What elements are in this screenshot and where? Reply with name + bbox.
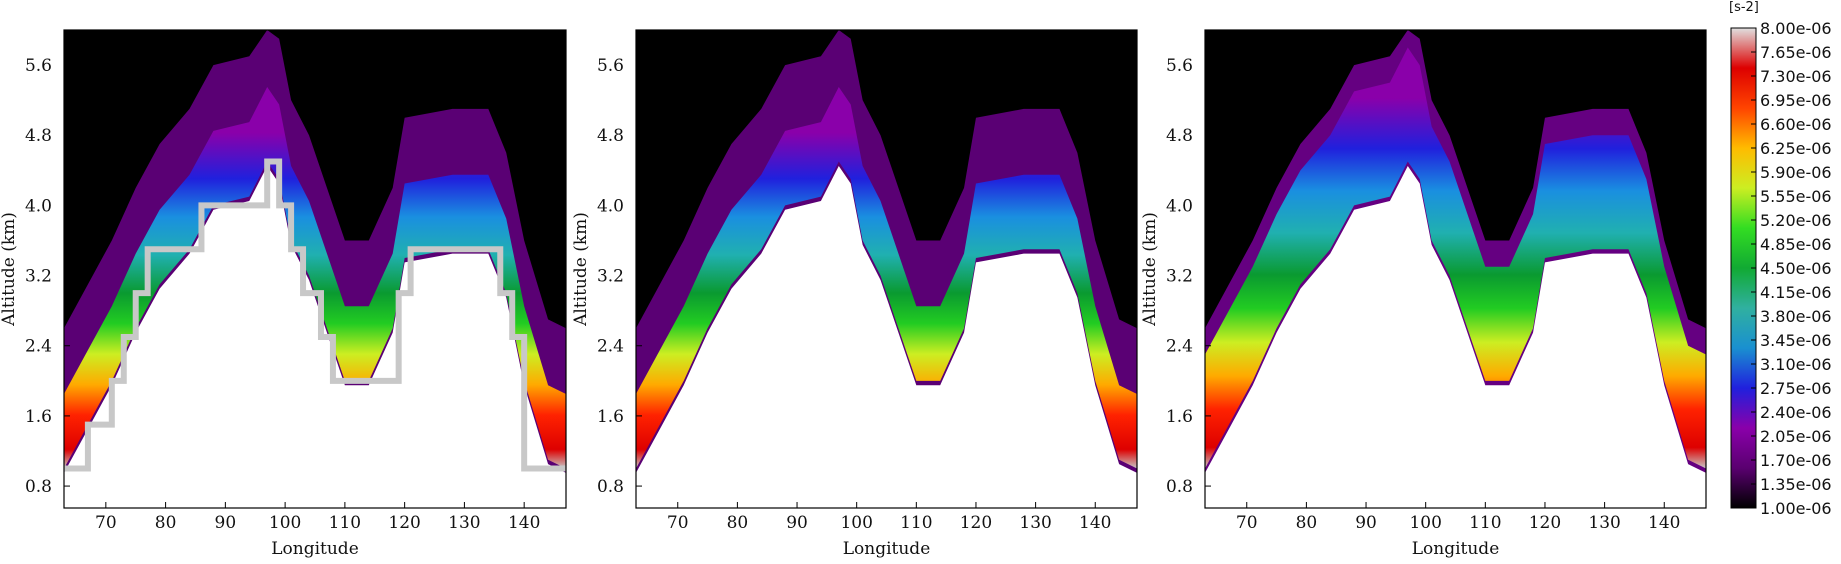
x-axis-label: Longitude: [271, 539, 359, 559]
colorbar-tick-label: 5.90e-06: [1760, 163, 1832, 182]
x-tick-label: 110: [329, 513, 361, 533]
y-tick-label: 3.2: [25, 267, 52, 287]
y-tick-label: 1.6: [25, 407, 52, 427]
x-tick-label: 130: [448, 513, 480, 533]
colorbar-tick-label: 3.10e-06: [1760, 355, 1832, 374]
y-tick-label: 2.4: [597, 337, 624, 357]
y-tick-label: 5.6: [597, 56, 624, 76]
y-tick-label: 4.0: [25, 196, 52, 216]
heatmap-panel-2: 70 80 90 100 110 120 130 140 0.8 1.6 2.4 3.2 4.0 4.8 5…: [571, 29, 1138, 559]
colorbar-tick-label: 1.00e-06: [1760, 499, 1832, 518]
x-tick-label: 80: [1296, 513, 1318, 533]
plot-frame: [635, 29, 1138, 509]
y-tick-label: 1.6: [597, 407, 624, 427]
terrain: [64, 165, 566, 508]
x-tick-label: 100: [840, 513, 872, 533]
x-tick-label: 90: [215, 513, 237, 533]
x-tick-label: 130: [1019, 513, 1051, 533]
x-tick-label: 130: [1588, 513, 1620, 533]
x-tick-label: 100: [1409, 513, 1441, 533]
colorbar-tick-label: 4.50e-06: [1760, 259, 1832, 278]
y-axis-label: Altitude (km): [0, 212, 19, 327]
y-tick-label: 3.2: [597, 267, 624, 287]
field-band: [636, 87, 1137, 469]
colorbar-tick-label: 5.55e-06: [1760, 187, 1832, 206]
x-tick-label: 70: [95, 513, 117, 533]
y-tick-label: 4.8: [597, 126, 624, 146]
x-axis-label: Longitude: [1412, 539, 1500, 559]
heatmap-panel-1: 70 80 90 100 110 120 130 140 0.8 1.6 2.4 3.2 4.0 4.8 5…: [0, 29, 567, 559]
y-tick-label: 5.6: [1166, 56, 1193, 76]
y-axis-label: Altitude (km): [1140, 212, 1160, 327]
terrain-steps: [64, 158, 566, 472]
x-axis-label: Longitude: [843, 539, 931, 559]
y-tick-label: 4.8: [25, 126, 52, 146]
y-tick-label: 2.4: [25, 337, 52, 357]
colorbar-tick-label: 2.75e-06: [1760, 379, 1832, 398]
x-tick-label: 120: [388, 513, 420, 533]
x-tick-label: 70: [1236, 513, 1258, 533]
x-tick-label: 120: [1529, 513, 1561, 533]
y-tick-label: 1.6: [1166, 407, 1193, 427]
y-tick-label: 0.8: [597, 477, 624, 497]
colorbar-tick-label: 2.05e-06: [1760, 427, 1832, 446]
x-tick-label: 100: [269, 513, 301, 533]
colorbar: 8.00e-06 7.65e-06 7.30e-06 6.95e-06 6.60e-06…: [1729, 0, 1832, 518]
y-tick-label: 2.4: [1166, 337, 1193, 357]
colorbar-tick-label: 7.65e-06: [1760, 43, 1832, 62]
colorbar-tick-label: 4.85e-06: [1760, 235, 1832, 254]
colorbar-tick-label: 6.25e-06: [1760, 139, 1832, 158]
colorbar-tick-label: 6.60e-06: [1760, 115, 1832, 134]
y-tick-label: 4.8: [1166, 126, 1193, 146]
y-tick-label: 0.8: [1166, 477, 1193, 497]
terrain: [1205, 165, 1706, 508]
heatmap-panel-3: 70 80 90 100 110 120 130 140 0.8 1.6 2.4 3.2 4.0 4.8 5…: [1140, 29, 1707, 559]
colorbar-tick-label: 3.45e-06: [1760, 331, 1832, 350]
terrain: [636, 165, 1137, 508]
colorbar-tick-label: 5.20e-06: [1760, 211, 1832, 230]
x-tick-label: 140: [1648, 513, 1680, 533]
x-tick-label: 70: [667, 513, 689, 533]
colorbar-tick-label: 7.30e-06: [1760, 67, 1832, 86]
x-tick-label: 140: [508, 513, 540, 533]
colorbar-tick-label: 2.40e-06: [1760, 403, 1832, 422]
y-tick-label: 3.2: [1166, 267, 1193, 287]
field-band: [64, 87, 566, 469]
y-tick-label: 4.0: [597, 196, 624, 216]
x-tick-label: 80: [727, 513, 749, 533]
y-tick-label: 4.0: [1166, 196, 1193, 216]
colorbar-tick-label: 1.70e-06: [1760, 451, 1832, 470]
colorbar-tick-label: 3.80e-06: [1760, 307, 1832, 326]
x-tick-label: 120: [960, 513, 992, 533]
colorbar-tick-label: 1.35e-06: [1760, 475, 1832, 494]
plot-frame: [1204, 29, 1707, 509]
y-tick-label: 5.6: [25, 56, 52, 76]
y-axis-label: Altitude (km): [571, 212, 591, 327]
colorbar-unit: [s-2]: [1729, 0, 1759, 15]
field-band: [1205, 47, 1706, 469]
y-tick-label: 0.8: [25, 477, 52, 497]
x-tick-label: 140: [1079, 513, 1111, 533]
x-tick-label: 110: [900, 513, 932, 533]
colorbar-tick-label: 4.15e-06: [1760, 283, 1832, 302]
plot-frame: [63, 29, 567, 509]
x-tick-label: 80: [155, 513, 177, 533]
x-tick-label: 110: [1469, 513, 1501, 533]
colorbar-tick-label: 8.00e-06: [1760, 19, 1832, 38]
colorbar-tick-label: 6.95e-06: [1760, 91, 1832, 110]
x-tick-label: 90: [786, 513, 808, 533]
x-tick-label: 90: [1355, 513, 1377, 533]
